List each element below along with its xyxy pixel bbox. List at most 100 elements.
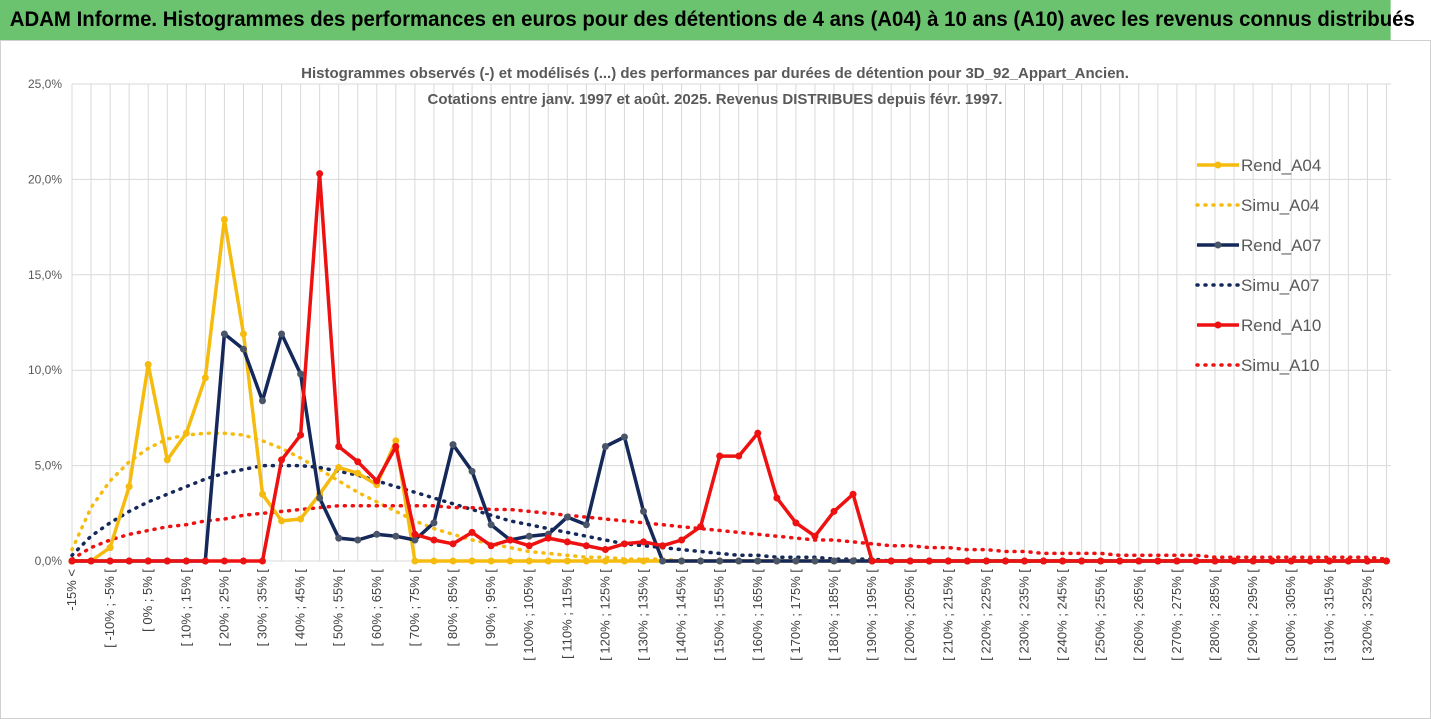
x-axis-ticks: -15% < [ -10% ; -5% [[ 0% ; 5% [[ 10% ; 1… xyxy=(64,569,1374,661)
x-tick-label: [ 50% ; 55% [ xyxy=(331,569,346,647)
y-tick-label: 20,0% xyxy=(28,172,62,186)
x-tick-label: [ 290% ; 295% [ xyxy=(1245,569,1260,661)
data-point xyxy=(163,456,171,464)
data-point xyxy=(506,557,514,565)
x-tick-label: [ 170% ; 175% [ xyxy=(788,569,803,661)
x-tick-label: [ 220% ; 225% [ xyxy=(978,569,993,661)
data-point xyxy=(449,540,457,548)
data-point xyxy=(1306,557,1314,565)
data-point xyxy=(773,557,781,565)
data-point xyxy=(373,530,381,538)
legend-item-Rend_A04: Rend_A04 xyxy=(1197,156,1321,175)
data-point xyxy=(830,557,838,565)
data-point xyxy=(106,557,114,565)
data-point xyxy=(582,542,590,550)
data-point xyxy=(335,464,343,472)
series-Simu_A10 xyxy=(70,503,1389,561)
data-point xyxy=(487,557,495,565)
data-point xyxy=(220,330,228,338)
chart-area: Histogrammes observés (-) et modélisés (… xyxy=(0,40,1431,719)
x-tick-label: [ 210% ; 215% [ xyxy=(940,569,955,661)
data-point xyxy=(297,515,305,523)
data-point xyxy=(449,441,457,449)
series-line xyxy=(72,171,1387,563)
data-point xyxy=(1135,557,1143,565)
data-point xyxy=(259,397,266,405)
data-point xyxy=(582,557,590,565)
series-Simu_A04 xyxy=(70,431,1389,563)
x-tick-label: [ 60% ; 65% [ xyxy=(369,569,384,647)
data-point xyxy=(1211,557,1219,565)
x-tick-label: [ 150% ; 155% [ xyxy=(712,569,727,661)
legend-label: Simu_A10 xyxy=(1241,356,1319,375)
data-point xyxy=(1154,557,1162,565)
data-point xyxy=(620,433,628,441)
data-point xyxy=(906,557,914,565)
y-tick-label: 10,0% xyxy=(28,363,62,377)
data-point xyxy=(640,557,647,565)
x-tick-label: [ 120% ; 125% [ xyxy=(597,569,612,661)
data-point xyxy=(601,557,609,565)
data-point xyxy=(1249,557,1257,565)
legend-label: Rend_A04 xyxy=(1241,156,1321,175)
data-point xyxy=(659,557,667,565)
data-point xyxy=(659,542,667,550)
legend-label: Rend_A10 xyxy=(1241,316,1321,335)
data-point xyxy=(582,521,590,529)
data-point xyxy=(144,360,152,368)
series-line xyxy=(70,503,1389,561)
x-tick-label: [ 160% ; 165% [ xyxy=(750,569,765,661)
data-point xyxy=(430,519,438,527)
data-point xyxy=(754,429,762,437)
y-axis-ticks: 0,0% 5,0% 10,0% 15,0% 20,0% 25,0% xyxy=(28,77,62,568)
data-point xyxy=(620,540,628,548)
data-point xyxy=(1173,557,1181,565)
data-point xyxy=(220,215,228,223)
data-point xyxy=(792,519,800,527)
x-tick-label: [ 140% ; 145% [ xyxy=(674,569,689,661)
data-point xyxy=(1344,557,1352,565)
data-point xyxy=(354,536,362,544)
data-point xyxy=(144,557,152,565)
data-point xyxy=(1078,557,1086,565)
data-point xyxy=(925,557,933,565)
data-point xyxy=(620,557,628,565)
data-point xyxy=(525,532,533,540)
data-point xyxy=(697,523,705,531)
data-point xyxy=(849,490,857,498)
x-tick-label: [ 20% ; 25% [ xyxy=(216,569,231,647)
data-point xyxy=(182,429,190,437)
data-point xyxy=(297,431,305,439)
data-point xyxy=(335,534,343,542)
data-point xyxy=(678,557,686,565)
data-point xyxy=(68,557,76,565)
data-point xyxy=(354,458,362,466)
data-point xyxy=(1001,557,1009,565)
legend-label: Simu_A04 xyxy=(1241,196,1319,215)
series-line xyxy=(70,431,1389,563)
data-point xyxy=(1097,557,1105,565)
data-point xyxy=(335,443,343,451)
y-tick-label: 0,0% xyxy=(35,554,63,568)
legend-item-Rend_A07: Rend_A07 xyxy=(1197,236,1321,255)
data-point xyxy=(1230,557,1238,565)
data-point xyxy=(773,494,781,502)
data-point xyxy=(544,557,552,565)
data-point xyxy=(239,345,247,353)
data-point xyxy=(640,538,647,546)
x-tick-label: [ 260% ; 265% [ xyxy=(1131,569,1146,661)
data-point xyxy=(944,557,952,565)
data-point xyxy=(468,467,476,475)
data-point xyxy=(278,330,286,338)
legend-item-Rend_A10: Rend_A10 xyxy=(1197,316,1321,335)
data-point xyxy=(373,477,381,485)
data-point xyxy=(182,557,190,565)
series-Simu_A07 xyxy=(70,463,1389,563)
x-tick-label: [ 90% ; 95% [ xyxy=(483,569,498,647)
data-point xyxy=(1325,557,1333,565)
data-point xyxy=(563,538,571,546)
data-point xyxy=(601,546,609,554)
data-point xyxy=(1192,557,1200,565)
series-line xyxy=(70,463,1389,563)
data-point xyxy=(811,557,819,565)
